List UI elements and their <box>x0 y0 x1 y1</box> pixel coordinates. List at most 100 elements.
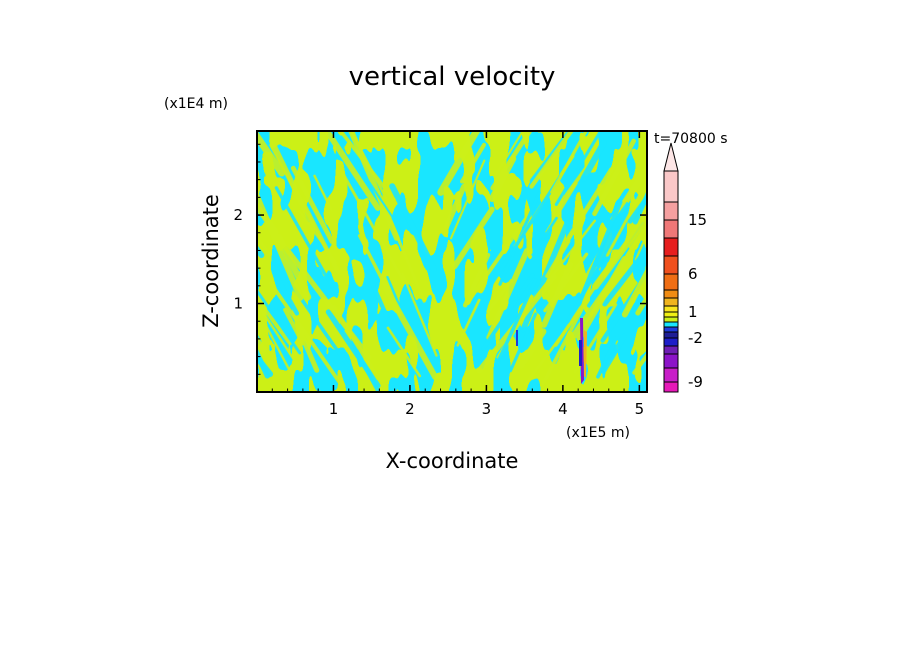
x-tick-label: 2 <box>405 400 415 418</box>
wave-streak <box>592 138 636 217</box>
updraft-edge <box>584 330 587 378</box>
wave-streak <box>313 174 333 211</box>
colorbar-segment <box>663 273 679 291</box>
colorbar-segment <box>663 367 679 383</box>
colorbar-label: 1 <box>688 303 698 321</box>
wave-streak <box>486 278 514 313</box>
wave-streak <box>299 210 337 264</box>
weak-downdraft <box>516 330 518 346</box>
strong-updraft <box>516 318 587 384</box>
wave-streak <box>257 288 302 355</box>
wave-streak <box>265 325 295 379</box>
plot-frame <box>256 130 648 393</box>
wave-streak <box>635 293 647 316</box>
wave-streak <box>517 328 547 369</box>
contour-field <box>257 131 647 392</box>
colorbar-label: -2 <box>688 329 703 347</box>
wave-streak <box>295 322 320 373</box>
colorbar-segment <box>663 331 679 339</box>
wave-streak <box>283 307 305 346</box>
wave-streak <box>449 159 486 240</box>
colorbar-segment <box>663 305 679 313</box>
colorbar-segment <box>663 353 679 369</box>
wave-streak <box>493 278 538 370</box>
wave-streak <box>257 235 271 256</box>
wave-streak <box>369 280 392 325</box>
colorbar-extend-arrow <box>663 142 679 172</box>
wave-streak <box>274 186 334 289</box>
wave-streak <box>331 304 381 381</box>
wave-streak <box>550 131 588 194</box>
colorbar-segment <box>663 381 679 393</box>
colorbar-segment <box>663 289 679 299</box>
colorbar-segment <box>663 255 679 275</box>
wave-streak <box>543 252 589 313</box>
wave-streak <box>257 191 304 301</box>
wave-streak <box>523 300 588 387</box>
y-tick-label: 2 <box>233 206 243 224</box>
colorbar-segment <box>663 345 679 355</box>
colorbar-label: 15 <box>688 211 707 229</box>
x-unit-label: (x1E5 m) <box>566 425 630 441</box>
wave-streak <box>437 131 481 196</box>
wave-streak <box>580 139 607 182</box>
wave-streak <box>529 131 574 189</box>
wave-streak <box>486 248 530 341</box>
y-unit-label: (x1E4 m) <box>164 96 228 112</box>
wave-streak <box>354 349 380 392</box>
wave-streak <box>268 138 313 224</box>
wave-streak <box>508 312 538 373</box>
wave-streak <box>257 158 266 178</box>
wave-streak <box>338 131 396 202</box>
wave-streak <box>481 273 535 351</box>
wave-streak <box>554 131 603 206</box>
x-axis-title: X-coordinate <box>386 449 519 473</box>
wave-streak <box>341 171 406 285</box>
wave-streak <box>600 333 627 374</box>
wave-streak <box>541 301 587 386</box>
x-tick-label: 5 <box>635 400 645 418</box>
wave-streak <box>621 267 647 318</box>
axis-ticks <box>257 131 647 392</box>
wave-streak <box>401 272 438 357</box>
wave-streak <box>576 199 623 307</box>
wave-streak <box>349 153 401 230</box>
wave-streak <box>495 131 525 176</box>
streak-layer <box>257 131 647 392</box>
wave-streak <box>490 131 533 191</box>
chart-title: vertical velocity <box>349 62 556 92</box>
x-tick-label: 3 <box>482 400 492 418</box>
x-tick-label: 4 <box>558 400 568 418</box>
wave-streak <box>268 281 342 384</box>
wave-streak <box>520 213 574 333</box>
wave-streak <box>272 269 300 316</box>
wave-streak <box>564 167 614 243</box>
colorbar-label: -9 <box>688 373 703 391</box>
wave-streak <box>466 211 532 304</box>
wave-streak <box>257 131 286 177</box>
wave-streak <box>290 165 335 244</box>
colorbar-segment <box>663 237 679 257</box>
colorbar-labels: 15 6 1 -2 -9 <box>688 211 707 391</box>
colorbar-segment <box>663 316 679 323</box>
wave-streak <box>627 193 647 224</box>
x-tick-label: 1 <box>329 400 339 418</box>
wave-streak <box>389 183 437 272</box>
colorbar-label: 6 <box>688 265 698 283</box>
colorbar-segment <box>663 311 679 318</box>
wave-streak <box>462 252 491 308</box>
wave-streak <box>451 206 495 270</box>
wave-streak <box>628 218 647 250</box>
wave-streak <box>443 183 467 230</box>
wave-streak <box>257 347 271 379</box>
wave-streak <box>490 174 563 285</box>
colorbar-segment <box>663 219 679 239</box>
wave-streak <box>460 142 486 184</box>
downdraft-edge <box>579 340 582 366</box>
wave-streak <box>277 265 355 375</box>
wave-streak <box>383 285 439 381</box>
wave-streak <box>323 131 381 211</box>
wave-streak <box>602 245 647 307</box>
colorbar-segment <box>663 297 679 307</box>
